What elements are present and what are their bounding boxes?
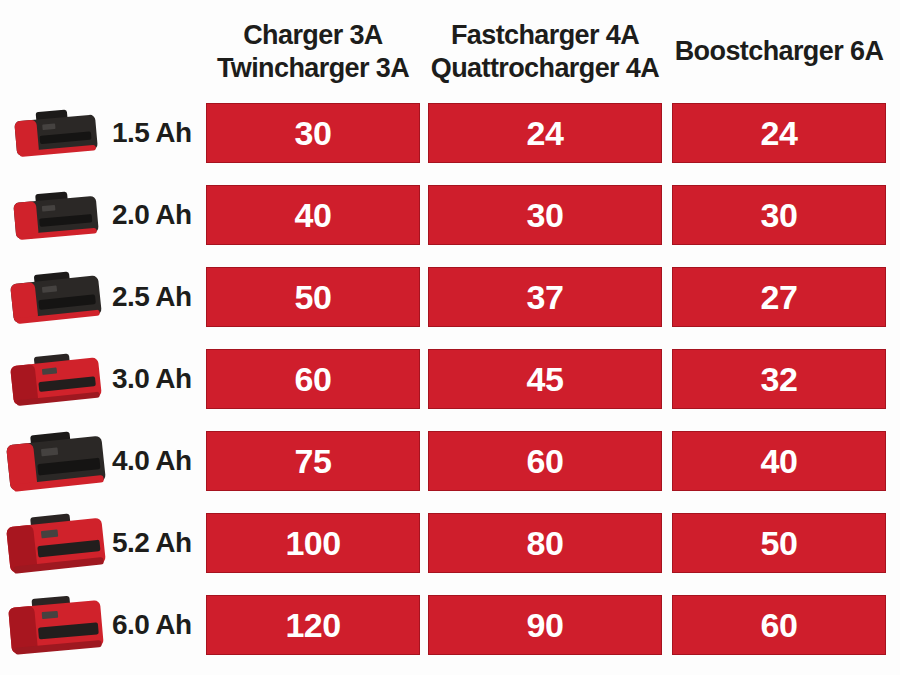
time-cell: 30 (672, 185, 886, 245)
column-header-line: Charger 3A (186, 19, 440, 52)
time-cell: 75 (206, 431, 420, 491)
time-cell: 32 (672, 349, 886, 409)
time-cell: 24 (672, 103, 886, 163)
time-cell: 27 (672, 267, 886, 327)
column-header-line: Boostcharger 6A (652, 35, 900, 68)
battery-capacity-label: 4.0 Ah (112, 431, 204, 491)
time-cell: 60 (428, 431, 662, 491)
battery-pack-icon (4, 349, 108, 409)
battery-pack-icon (4, 185, 108, 245)
time-cell: 24 (428, 103, 662, 163)
column-header-fastcharger-4a: Fastcharger 4A Quattrocharger 4A (408, 0, 682, 103)
time-cell: 120 (206, 595, 420, 655)
column-header-line: Quattrocharger 4A (408, 52, 682, 85)
column-header-boostcharger-6a: Boostcharger 6A (652, 0, 900, 103)
table-row: 2.0 Ah 40 30 30 (0, 185, 900, 245)
table-row: 3.0 Ah 60 45 32 (0, 349, 900, 409)
battery-capacity-label: 3.0 Ah (112, 349, 204, 409)
time-cell: 80 (428, 513, 662, 573)
time-cell: 40 (672, 431, 886, 491)
battery-pack-icon (4, 513, 108, 573)
battery-capacity-label: 2.5 Ah (112, 267, 204, 327)
battery-capacity-label: 2.0 Ah (112, 185, 204, 245)
column-header-line: Twincharger 3A (186, 52, 440, 85)
battery-charging-time-table: Charger 3A Twincharger 3A Fastcharger 4A… (0, 0, 900, 675)
battery-pack-icon (4, 267, 108, 327)
time-cell: 50 (206, 267, 420, 327)
battery-capacity-label: 6.0 Ah (112, 595, 204, 655)
battery-capacity-label: 5.2 Ah (112, 513, 204, 573)
time-cell: 37 (428, 267, 662, 327)
time-cell: 30 (206, 103, 420, 163)
battery-capacity-label: 1.5 Ah (112, 103, 204, 163)
time-cell: 100 (206, 513, 420, 573)
table-row: 1.5 Ah 30 24 24 (0, 103, 900, 163)
table-row: 2.5 Ah 50 37 27 (0, 267, 900, 327)
column-header-charger-3a: Charger 3A Twincharger 3A (186, 0, 440, 103)
table-row: 5.2 Ah 100 80 50 (0, 513, 900, 573)
time-cell: 60 (206, 349, 420, 409)
table-row: 4.0 Ah 75 60 40 (0, 431, 900, 491)
time-cell: 60 (672, 595, 886, 655)
table-row: 6.0 Ah 120 90 60 (0, 595, 900, 655)
time-cell: 50 (672, 513, 886, 573)
time-cell: 45 (428, 349, 662, 409)
column-header-line: Fastcharger 4A (408, 19, 682, 52)
battery-pack-icon (4, 595, 108, 655)
time-cell: 90 (428, 595, 662, 655)
time-cell: 40 (206, 185, 420, 245)
time-cell: 30 (428, 185, 662, 245)
battery-pack-icon (4, 103, 108, 163)
battery-pack-icon (4, 431, 108, 491)
